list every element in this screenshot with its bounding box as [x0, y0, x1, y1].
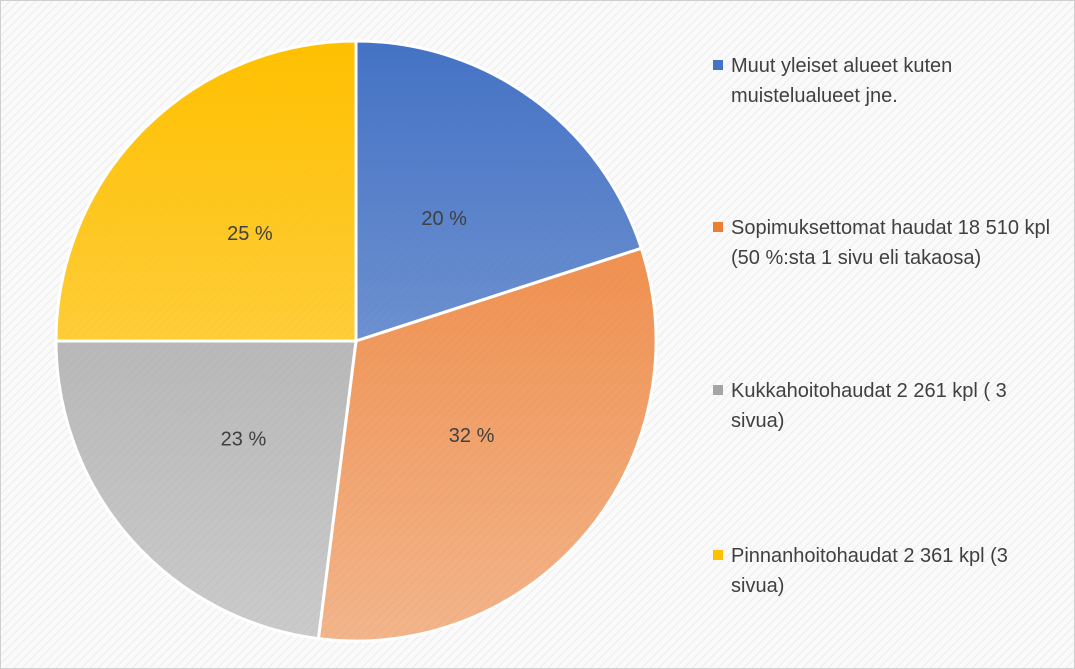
data-label: 20 %: [421, 208, 467, 230]
data-label: 25 %: [227, 223, 273, 245]
pie-slice: [54, 339, 358, 641]
legend-swatch: [713, 222, 723, 232]
legend-swatch: [713, 60, 723, 70]
legend-label: Sopimuksettomat haudat 18 510 kpl (50 %:…: [731, 217, 1051, 269]
legend-swatch: [713, 550, 723, 560]
data-label: 32 %: [449, 425, 495, 447]
pie-slice: [354, 39, 644, 344]
legend-label: Kukkahoitohaudat 2 261 kpl ( 3 sivua): [731, 380, 1007, 432]
legend-swatch: [713, 385, 723, 395]
pie-slice: [54, 39, 358, 343]
legend-label: Pinnanhoitohaudat 2 361 kpl (3 sivua): [731, 545, 1008, 597]
legend-item: Sopimuksettomat haudat 18 510 kpl (50 %:…: [713, 213, 1053, 273]
data-label: 23 %: [221, 428, 267, 450]
legend-item: Pinnanhoitohaudat 2 361 kpl (3 sivua): [713, 541, 1053, 601]
pie-slice: [316, 246, 658, 643]
legend-label: Muut yleiset alueet kuten muistelualueet…: [731, 55, 953, 107]
legend-item: Kukkahoitohaudat 2 261 kpl ( 3 sivua): [713, 376, 1053, 436]
legend-item: Muut yleiset alueet kuten muistelualueet…: [713, 51, 1053, 111]
